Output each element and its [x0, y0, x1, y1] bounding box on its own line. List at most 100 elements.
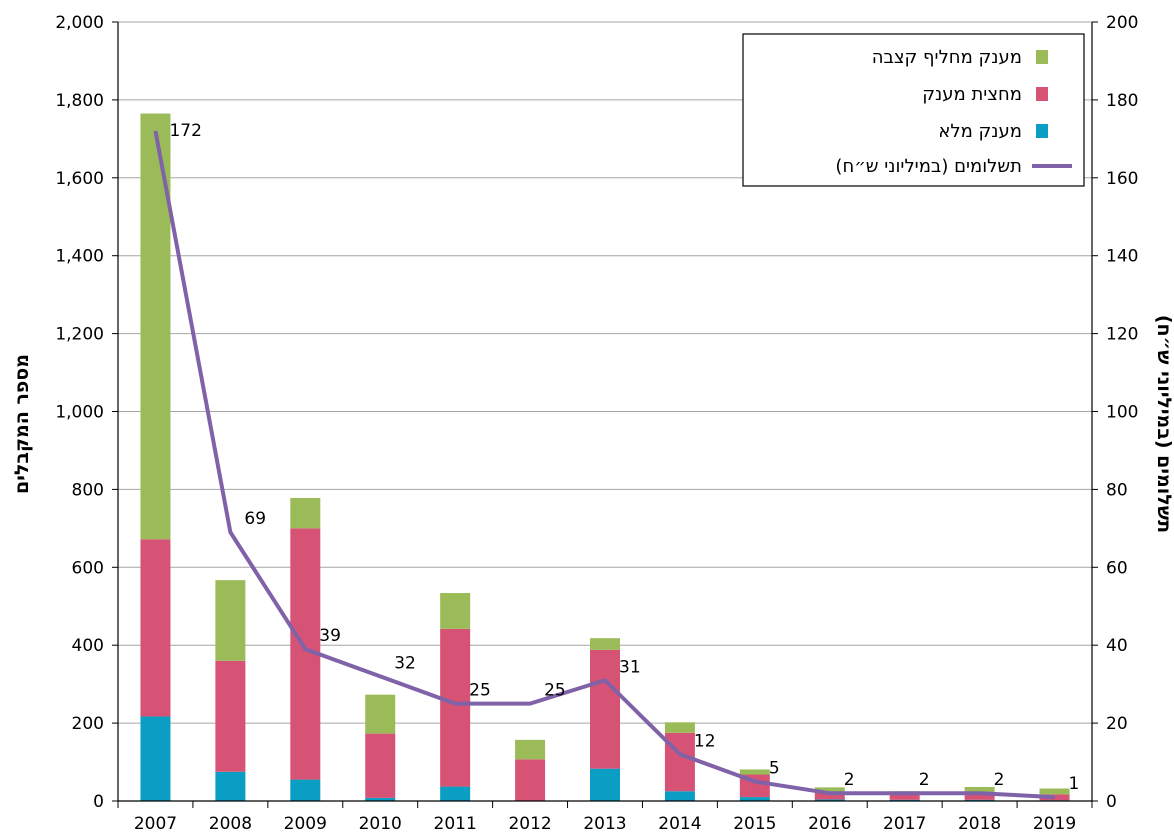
x-tick-label: 2009 — [284, 814, 327, 834]
left-tick-label: 1,600 — [55, 169, 104, 189]
right-tick-label: 20 — [1106, 714, 1128, 734]
bar-segment-s2 — [365, 694, 396, 734]
line-point — [904, 792, 906, 794]
legend-label-payments: תשלומים (במיליוני ש״ח) — [835, 156, 1022, 177]
left-tick-label: 1,400 — [55, 247, 104, 267]
line-data-label: 2 — [919, 770, 930, 790]
bar-segment-s1 — [140, 539, 171, 717]
bar-segment-s0 — [590, 768, 620, 801]
legend-label-half-grant: מחצית מענק — [922, 84, 1022, 105]
legend-swatch-replacement-grant — [1036, 50, 1048, 64]
line-data-label: 31 — [619, 657, 641, 677]
right-tick-label: 0 — [1106, 792, 1117, 812]
left-tick-label: 0 — [93, 792, 104, 812]
line-point — [754, 781, 756, 783]
legend: מענק מחליף קצבה מחצית מענק מענק מלא תשלו… — [742, 33, 1085, 187]
bar-segment-s1 — [964, 793, 995, 800]
x-tick-label: 2016 — [808, 814, 851, 834]
right-tick-label: 180 — [1106, 91, 1138, 111]
line-data-label: 25 — [544, 681, 566, 701]
x-tick-label: 2015 — [733, 814, 776, 834]
right-tick-label: 60 — [1106, 558, 1128, 578]
line-point — [154, 130, 156, 132]
x-tick-label: 2007 — [134, 814, 177, 834]
x-tick-label: 2014 — [658, 814, 701, 834]
left-tick-label: 1,800 — [55, 91, 104, 111]
bar-segment-s0 — [664, 791, 695, 801]
bar-segment-s1 — [365, 733, 396, 798]
bar-segment-s0 — [140, 716, 171, 801]
bar-segment-s1 — [889, 793, 920, 800]
line-data-label: 12 — [694, 731, 716, 751]
right-tick-label: 200 — [1106, 13, 1138, 33]
bar-segment-s2 — [290, 497, 321, 529]
x-tick-label: 2019 — [1033, 814, 1076, 834]
x-tick-label: 2010 — [359, 814, 402, 834]
bar-segment-s1 — [590, 649, 620, 769]
legend-swatch-half-grant — [1036, 87, 1048, 101]
left-tick-label: 200 — [72, 714, 104, 734]
line-data-label: 2 — [844, 770, 855, 790]
bar-segment-s2 — [590, 638, 620, 650]
legend-box — [742, 33, 1085, 187]
legend-label-full-grant: מענק מלא — [938, 121, 1022, 142]
right-axis-title: תשלומים (במיליוני ש״ח) — [1153, 315, 1174, 533]
left-axis-title: מספר המקבלים — [11, 354, 33, 494]
left-tick-label: 1,200 — [55, 325, 104, 345]
line-point — [379, 675, 381, 677]
axes: 02004006008001,0001,2001,4001,6001,8002,… — [55, 13, 1138, 834]
bar-segment-s0 — [814, 799, 845, 801]
payments-line — [153, 130, 1056, 800]
line-point — [604, 679, 606, 681]
bar-segment-s1 — [440, 628, 471, 787]
x-tick-label: 2011 — [434, 814, 477, 834]
line-point — [304, 648, 306, 650]
bar-segment-s2 — [515, 739, 546, 760]
legend-label-replacement-grant: מענק מחליף קצבה — [872, 47, 1022, 68]
bar-segment-s0 — [290, 779, 321, 801]
line-data-label: 172 — [169, 121, 201, 141]
bar-segment-s2 — [215, 580, 246, 661]
bar-segment-s0 — [440, 786, 471, 801]
left-tick-label: 800 — [72, 480, 104, 500]
data-labels: 172 69 39 32 25 25 31 12 5 2 2 2 1 — [169, 121, 1079, 794]
line-data-label: 39 — [319, 626, 341, 646]
right-tick-label: 140 — [1106, 247, 1138, 267]
left-tick-label: 2,000 — [55, 13, 104, 33]
bars — [140, 113, 1070, 801]
line-point — [829, 792, 831, 794]
bar-segment-s1 — [215, 660, 246, 772]
right-tick-label: 160 — [1106, 169, 1138, 189]
line-point — [679, 753, 681, 755]
x-tick-label: 2017 — [883, 814, 926, 834]
left-tick-label: 1,000 — [55, 403, 104, 423]
x-tick-label: 2012 — [508, 814, 551, 834]
bar-segment-s0 — [215, 771, 246, 801]
line-point — [1054, 796, 1056, 798]
bar-segment-s0 — [739, 797, 770, 801]
right-tick-label: 40 — [1106, 636, 1128, 656]
line-data-label: 32 — [394, 653, 416, 673]
line-point — [529, 703, 531, 705]
x-tick-label: 2013 — [583, 814, 626, 834]
bar-segment-s2 — [964, 786, 995, 794]
bar-segment-s2 — [664, 722, 695, 733]
line-point — [229, 531, 231, 533]
line-point — [979, 792, 981, 794]
right-tick-label: 120 — [1106, 325, 1138, 345]
left-tick-label: 400 — [72, 636, 104, 656]
bar-segment-s2 — [440, 593, 471, 629]
bar-segment-s0 — [365, 797, 396, 801]
legend-swatch-full-grant — [1036, 124, 1048, 138]
bar-segment-s1 — [515, 759, 546, 801]
bar-segment-s1 — [814, 791, 845, 800]
right-tick-label: 100 — [1106, 403, 1138, 423]
x-tick-label: 2008 — [209, 814, 252, 834]
line-data-label: 5 — [769, 759, 780, 779]
line-data-label: 1 — [1069, 774, 1080, 794]
bar-segment-s2 — [1039, 788, 1070, 795]
line-data-label: 69 — [244, 509, 266, 529]
left-tick-label: 600 — [72, 558, 104, 578]
line-data-label: 25 — [469, 681, 491, 701]
bar-segment-s2 — [814, 787, 845, 792]
